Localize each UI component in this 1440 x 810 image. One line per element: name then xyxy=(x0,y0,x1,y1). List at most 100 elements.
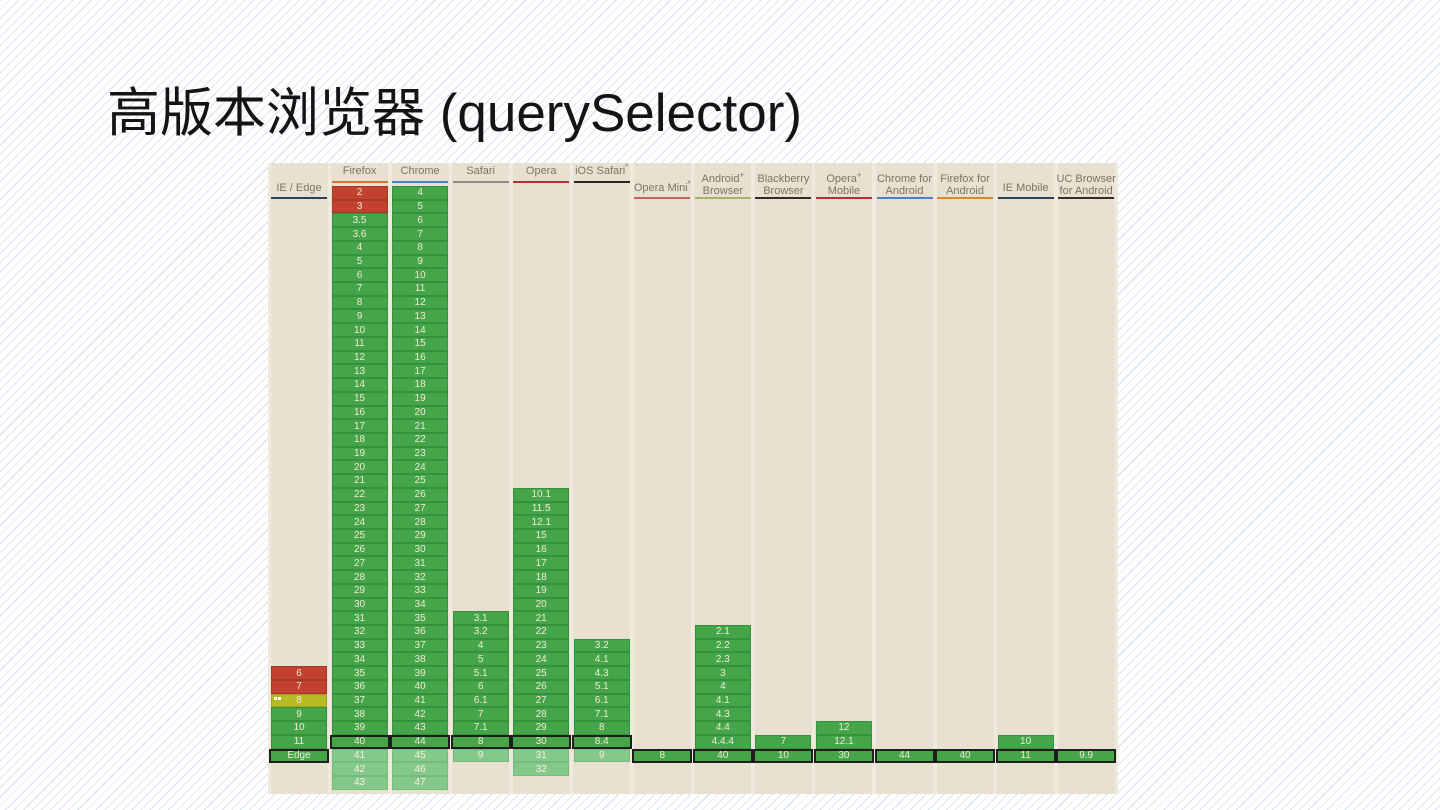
version-cell-chrome-13: 13 xyxy=(392,309,449,324)
version-cell-chrome-42: 42 xyxy=(392,707,449,722)
column-underline-chrome xyxy=(392,181,449,183)
version-cell-opera-29: 29 xyxy=(513,721,570,735)
column-lane-opera-mobile xyxy=(815,163,873,794)
version-cell-firefox-10: 10 xyxy=(331,323,388,337)
version-cell-firefox-28: 28 xyxy=(331,570,388,584)
version-cell-firefox-14: 14 xyxy=(331,378,388,392)
version-cell-android-browser-4.4: 4.4 xyxy=(694,721,751,735)
version-cell-firefox-31: 31 xyxy=(331,611,388,626)
column-underline-blackberry-browser xyxy=(755,197,812,199)
version-cell-chrome-14: 14 xyxy=(392,323,449,337)
version-cell-opera-23: 23 xyxy=(513,638,570,653)
column-header-uc-browser: UC Browser for Android xyxy=(1056,173,1116,197)
version-cell-ie-mobile-11: 11 xyxy=(995,748,1056,763)
version-cell-firefox-15: 15 xyxy=(331,391,388,406)
version-cell-firefox-4: 4 xyxy=(331,240,388,255)
version-cell-safari-5.1: 5.1 xyxy=(452,666,509,680)
version-cell-chrome-40: 40 xyxy=(392,679,449,694)
slide-title: 高版本浏览器 (querySelector) xyxy=(107,84,803,143)
version-cell-opera-22: 22 xyxy=(513,625,570,639)
version-cell-chrome-35: 35 xyxy=(392,611,449,626)
version-cell-opera-18: 18 xyxy=(513,570,570,584)
column-underline-firefox xyxy=(331,181,388,183)
version-cell-ios-safari-8.4: 8.4 xyxy=(571,734,632,750)
column-header-chrome-for-android: Chrome for Android xyxy=(876,173,933,197)
version-cell-firefox-40: 40 xyxy=(329,734,390,750)
version-cell-opera-15: 15 xyxy=(513,529,570,543)
version-cell-opera-10.1: 10.1 xyxy=(513,487,570,502)
column-header-chrome: Chrome xyxy=(400,165,440,177)
version-cell-chrome-27: 27 xyxy=(392,501,449,516)
version-cell-chrome-11: 11 xyxy=(392,282,449,296)
version-cell-chrome-29: 29 xyxy=(392,529,449,543)
version-cell-ios-safari-8: 8 xyxy=(573,721,630,735)
column-header-android-browser: Android+ Browser xyxy=(701,170,745,197)
note-marker-icon xyxy=(274,696,281,700)
version-cell-safari-6: 6 xyxy=(452,679,509,694)
version-cell-safari-5: 5 xyxy=(452,652,509,667)
column-header-opera-mobile: Opera+ Mobile xyxy=(826,170,862,197)
column-underline-uc-browser xyxy=(1058,197,1115,199)
version-cell-ie-edge-8: 8 xyxy=(271,693,327,708)
version-cell-firefox-37: 37 xyxy=(331,693,388,708)
version-cell-chrome-16: 16 xyxy=(392,350,449,365)
version-cell-opera-11.5: 11.5 xyxy=(513,501,570,516)
version-cell-opera-20: 20 xyxy=(513,597,570,612)
version-cell-opera-17: 17 xyxy=(513,556,570,571)
version-cell-firefox-8: 8 xyxy=(331,295,388,310)
column-lane-blackberry-browser xyxy=(754,163,812,794)
column-underline-safari xyxy=(452,181,509,183)
column-underline-android-browser xyxy=(694,197,751,199)
version-cell-chrome-30: 30 xyxy=(392,542,449,557)
version-cell-chrome-36: 36 xyxy=(392,625,449,639)
version-cell-opera-12.1: 12.1 xyxy=(513,515,570,529)
version-cell-firefox-34: 34 xyxy=(331,652,388,667)
version-cell-firefox-32: 32 xyxy=(331,625,388,639)
version-cell-ie-mobile-10: 10 xyxy=(997,734,1054,749)
version-cell-chrome-25: 25 xyxy=(392,474,449,488)
version-cell-firefox-25: 25 xyxy=(331,529,388,543)
column-lane-chrome-for-android xyxy=(876,163,933,794)
version-cell-chrome-4: 4 xyxy=(392,186,449,200)
column-lane-ie-mobile xyxy=(997,163,1055,794)
version-cell-opera-26: 26 xyxy=(513,679,570,694)
version-cell-firefox-21: 21 xyxy=(331,474,388,488)
version-cell-safari-7.1: 7.1 xyxy=(452,721,509,735)
version-cell-ie-edge-10: 10 xyxy=(271,721,327,735)
column-header-firefox: Firefox xyxy=(342,165,377,177)
version-cell-chrome-39: 39 xyxy=(392,666,449,680)
version-cell-blackberry-browser-10: 10 xyxy=(753,748,814,763)
version-cell-android-browser-4.1: 4.1 xyxy=(694,693,751,708)
version-cell-chrome-20: 20 xyxy=(392,405,449,420)
column-lane-opera-mini xyxy=(633,163,691,794)
version-cell-firefox-12: 12 xyxy=(331,350,388,365)
version-cell-safari-7: 7 xyxy=(452,707,509,722)
version-cell-chrome-32: 32 xyxy=(392,570,449,584)
column-lane-uc-browser xyxy=(1057,163,1115,794)
version-cell-chrome-41: 41 xyxy=(392,693,449,708)
version-cell-chrome-19: 19 xyxy=(392,391,449,406)
version-cell-ie-edge-11: 11 xyxy=(271,734,327,749)
version-cell-chrome-15: 15 xyxy=(392,336,449,351)
version-cell-chrome-47: 47 xyxy=(392,775,449,790)
version-cell-chrome-34: 34 xyxy=(392,597,449,612)
version-cell-firefox-36: 36 xyxy=(331,679,388,694)
version-cell-safari-6.1: 6.1 xyxy=(452,693,509,708)
caniuse-table: IE / Edge 6 7 8 9 10 11 Edge Firefox 2 3 3.5 3.6 4 5 6 7… xyxy=(268,163,1118,794)
version-cell-ie-edge-Edge: Edge xyxy=(269,748,329,763)
version-cell-chrome-26: 26 xyxy=(392,487,449,502)
version-cell-firefox-22: 22 xyxy=(331,487,388,502)
version-cell-opera-30: 30 xyxy=(511,734,572,750)
version-cell-firefox-20: 20 xyxy=(331,460,388,475)
version-cell-opera-32: 32 xyxy=(513,762,570,776)
column-header-blackberry-browser: Blackberry Browser xyxy=(757,173,810,197)
version-cell-firefox-23: 23 xyxy=(331,501,388,516)
version-cell-chrome-18: 18 xyxy=(392,378,449,392)
column-header-opera: Opera xyxy=(525,165,557,177)
version-cell-firefox-6: 6 xyxy=(331,268,388,283)
column-header-ios-safari: iOS Safari* xyxy=(575,163,629,177)
version-cell-uc-browser-9.9: 9.9 xyxy=(1056,748,1117,763)
version-cell-android-browser-4.4.4: 4.4.4 xyxy=(694,734,751,749)
version-cell-android-browser-2.3: 2.3 xyxy=(694,652,751,667)
version-cell-android-browser-2.1: 2.1 xyxy=(694,625,751,639)
